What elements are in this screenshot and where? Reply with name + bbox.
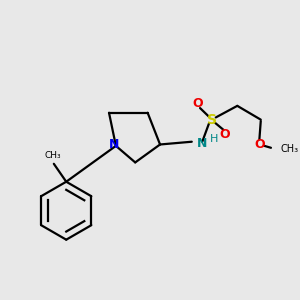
Text: CH₃: CH₃ — [44, 152, 61, 160]
Text: O: O — [192, 97, 202, 110]
Text: N: N — [109, 138, 120, 151]
Text: O: O — [254, 138, 265, 151]
Text: O: O — [220, 128, 230, 141]
Text: N: N — [197, 137, 208, 150]
Text: H: H — [210, 134, 218, 144]
Text: S: S — [208, 112, 218, 127]
Text: CH₃: CH₃ — [280, 144, 298, 154]
